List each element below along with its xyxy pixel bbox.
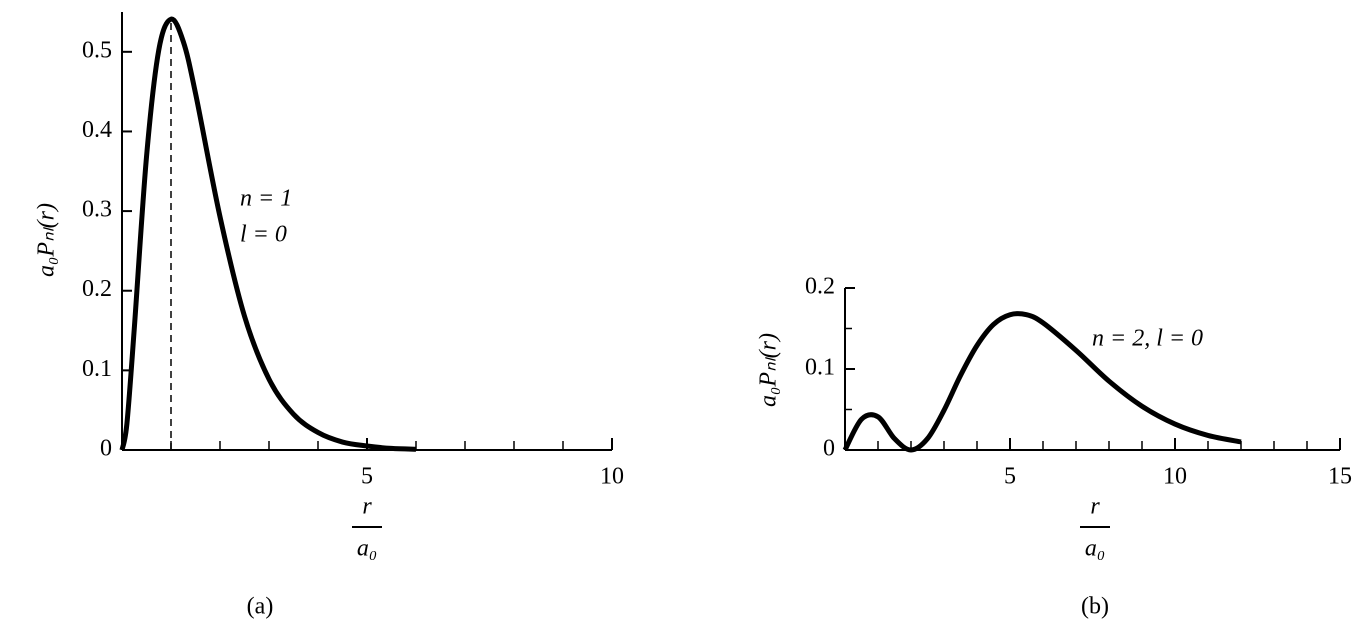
y-axis-label: a₀Pₙₗ(r) xyxy=(756,333,782,407)
x-tick-label: 10 xyxy=(1163,464,1187,490)
x-axis-label-numerator: r xyxy=(1090,494,1100,520)
x-tick-label: 15 xyxy=(1328,464,1352,490)
y-tick-label: 0 xyxy=(100,436,112,462)
x-axis-label-denominator: a₀ xyxy=(1085,536,1105,562)
caption: (a) xyxy=(247,594,274,620)
y-tick-label: 0.1 xyxy=(82,356,112,382)
x-axis-label-numerator: r xyxy=(362,494,372,520)
data-line xyxy=(119,16,417,452)
y-tick-label: 0 xyxy=(823,436,835,462)
y-tick-label: 0.2 xyxy=(82,276,112,302)
x-tick-label: 10 xyxy=(600,464,624,490)
y-tick-label: 0.5 xyxy=(82,37,112,63)
x-tick-label: 5 xyxy=(361,464,373,490)
x-tick-label: 5 xyxy=(1004,464,1016,490)
y-tick-label: 0.1 xyxy=(805,355,835,381)
annotation: n = 1 xyxy=(240,186,292,212)
y-tick-label: 0.4 xyxy=(82,117,112,143)
annotation: l = 0 xyxy=(240,222,287,248)
annotation: n = 2, l = 0 xyxy=(1092,326,1203,352)
y-axis-label: a₀Pₙₗ(r) xyxy=(34,203,60,277)
y-tick-label: 0.2 xyxy=(805,274,835,300)
x-axis-label-denominator: a₀ xyxy=(357,536,377,562)
y-tick-label: 0.3 xyxy=(82,197,112,223)
data-line xyxy=(842,311,1242,453)
caption: (b) xyxy=(1081,594,1109,620)
